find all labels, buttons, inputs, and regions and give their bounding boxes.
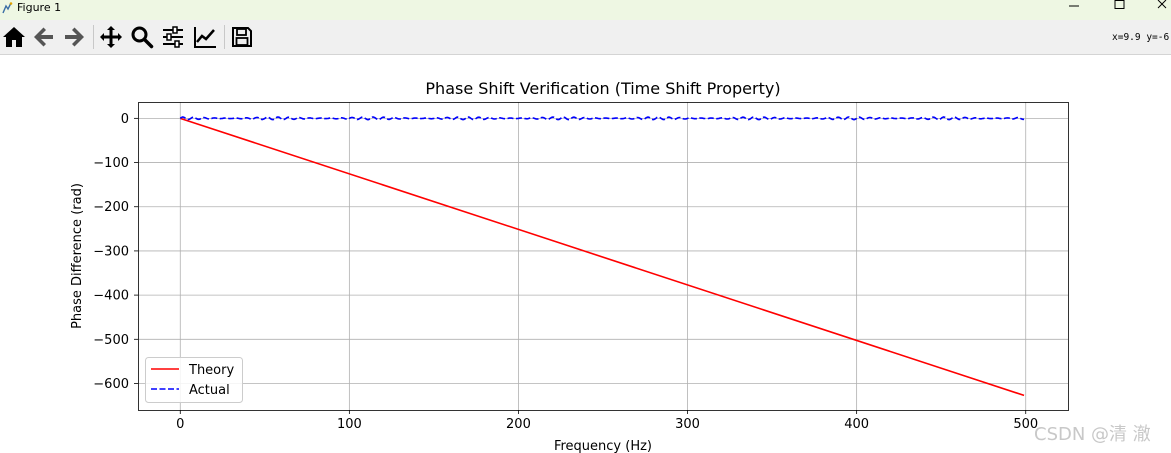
window-title: Figure 1 <box>17 1 62 14</box>
window-titlebar: Figure 1 <box>0 0 1171 20</box>
watermark: CSDN @清 澈 <box>1034 424 1151 445</box>
subplots-button[interactable] <box>159 23 187 51</box>
customize-icon <box>194 27 216 48</box>
legend-theory-label: Theory <box>188 363 234 378</box>
forward-icon <box>65 27 84 47</box>
app-icon <box>2 2 13 14</box>
actual-line <box>179 116 1025 121</box>
figure-canvas[interactable]: 0 100 200 300 400 500 0 −100 −200 −300 −400 −500 −60… <box>0 55 1171 453</box>
y-tick-label: −500 <box>93 333 129 348</box>
series-group <box>179 116 1025 397</box>
minimize-button[interactable] <box>1054 0 1094 18</box>
x-tick-label: 200 <box>506 417 531 432</box>
y-tick-label: −100 <box>93 156 129 171</box>
save-button[interactable] <box>228 23 256 51</box>
save-icon <box>232 27 252 47</box>
zoom-icon <box>131 26 154 49</box>
chart-title: Phase Shift Verification (Time Shift Pro… <box>425 79 780 98</box>
maximize-icon <box>1114 0 1125 9</box>
x-tick-label: 400 <box>844 417 869 432</box>
legend: Theory Actual <box>145 357 243 403</box>
home-icon <box>3 27 25 47</box>
axis-ticks: 0 100 200 300 400 500 0 −100 −200 −300 −400 −500 −60… <box>93 112 1038 432</box>
home-button[interactable] <box>0 23 28 51</box>
x-tick-label: 100 <box>337 417 362 432</box>
forward-button[interactable] <box>60 23 88 51</box>
legend-actual-label: Actual <box>189 383 230 398</box>
maximize-button[interactable] <box>1099 0 1139 18</box>
plot-frame <box>138 102 1069 411</box>
y-tick-label: −200 <box>93 200 129 215</box>
y-tick-label: −600 <box>93 377 129 392</box>
y-tick-label: −400 <box>93 289 129 304</box>
subplots-icon <box>163 26 183 48</box>
pan-icon <box>100 26 122 48</box>
toolbar-separator <box>224 25 225 49</box>
x-tick-label: 0 <box>176 417 184 432</box>
y-axis-label: Phase Difference (rad) <box>70 183 85 329</box>
x-axis-label: Frequency (Hz) <box>554 439 652 453</box>
close-button[interactable] <box>1144 0 1171 18</box>
back-button[interactable] <box>30 23 58 51</box>
toolbar-separator <box>93 25 94 49</box>
x-tick-label: 500 <box>1013 417 1038 432</box>
zoom-button[interactable] <box>128 23 156 51</box>
pan-button[interactable] <box>97 23 125 51</box>
back-icon <box>34 27 53 47</box>
x-tick-label: 300 <box>675 417 700 432</box>
cursor-coordinates: x=9.9 y=-6 <box>1112 32 1170 43</box>
y-tick-label: 0 <box>121 112 129 127</box>
customize-button[interactable] <box>191 23 219 51</box>
y-tick-label: −300 <box>93 244 129 259</box>
navigation-toolbar: x=9.9 y=-6 <box>0 20 1171 55</box>
minimize-icon <box>1069 5 1079 7</box>
theory-line <box>180 117 1025 397</box>
close-icon <box>1157 0 1167 9</box>
